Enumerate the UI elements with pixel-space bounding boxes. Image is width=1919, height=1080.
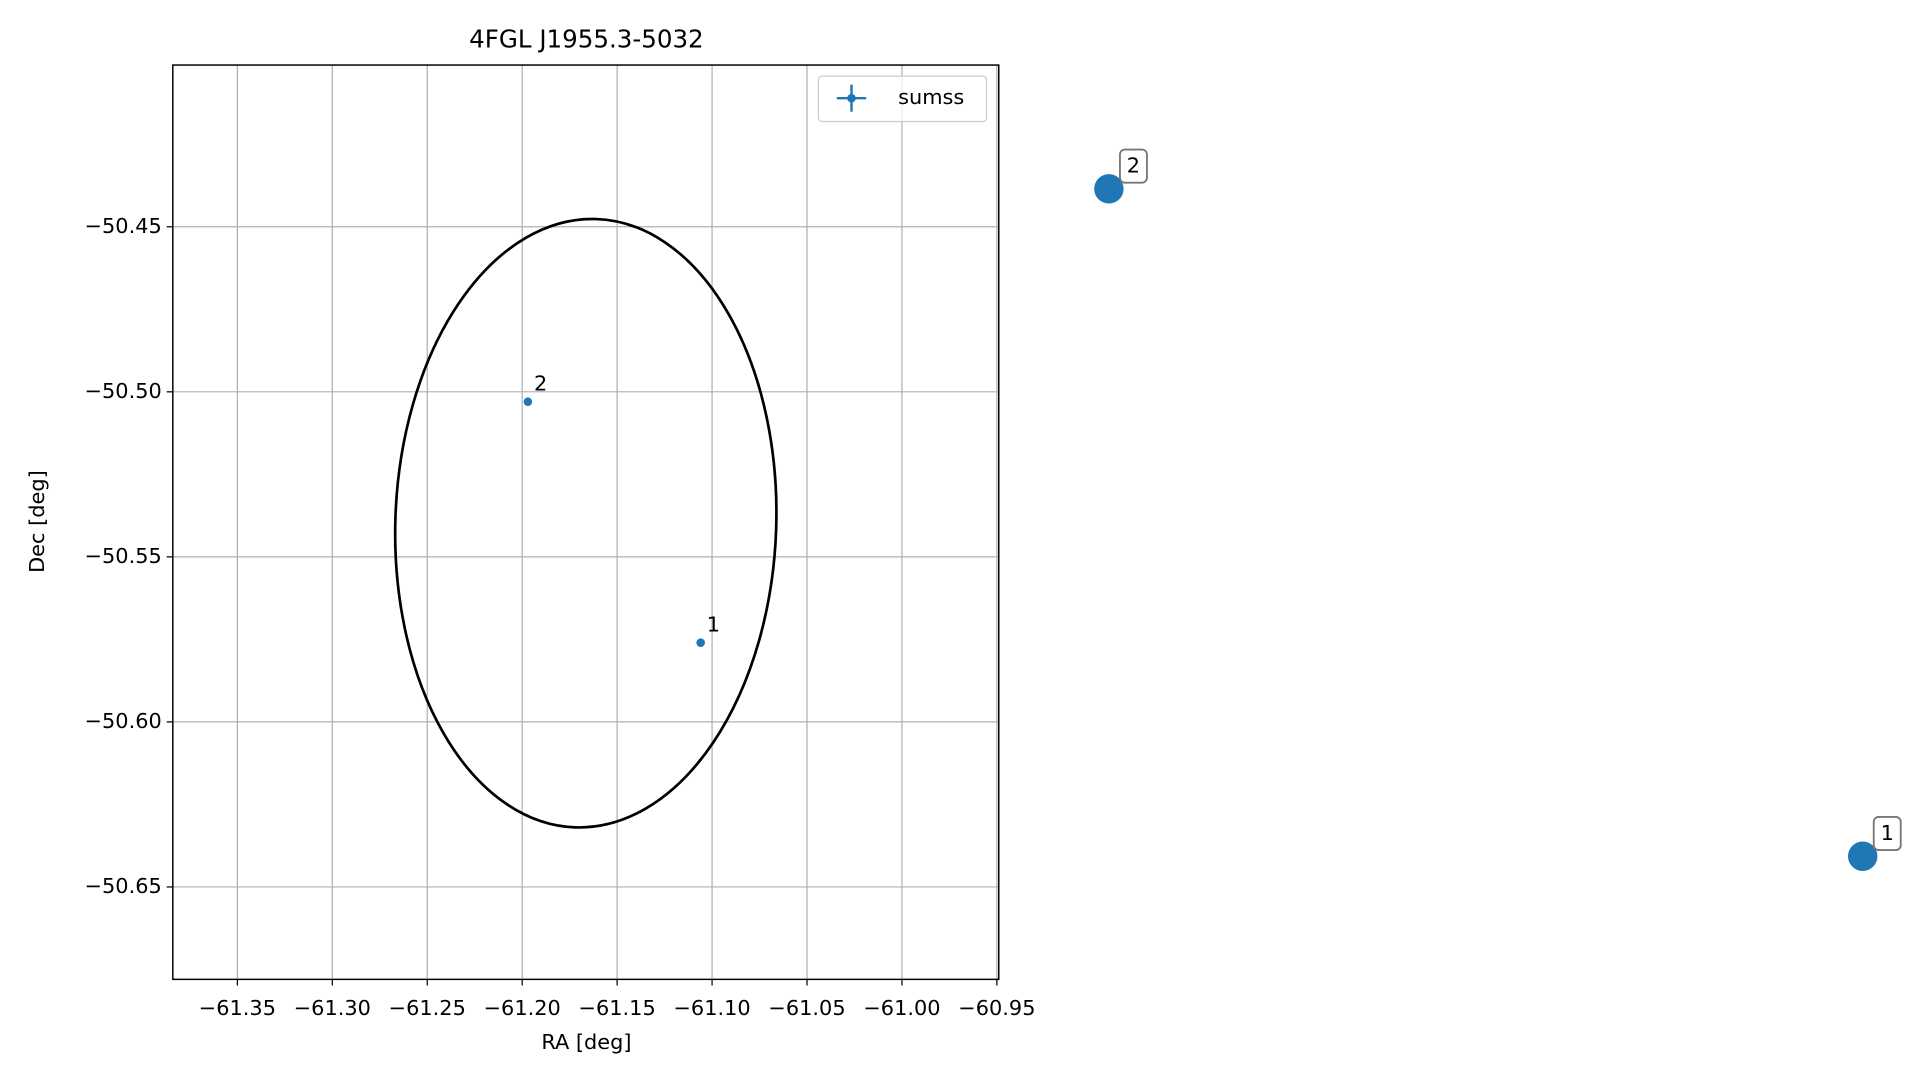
x-tick-label: −61.15 [579,996,656,1020]
x-tick-label: −61.10 [673,996,750,1020]
y-tick-label: −50.55 [85,544,162,568]
highlight-point [1847,841,1878,871]
x-tick-label: −60.95 [958,996,1035,1020]
plot-frame [172,64,1000,981]
y-tick-label: −50.65 [85,874,162,898]
x-tick-label: −61.05 [768,996,845,1020]
error-ellipse [393,217,778,829]
x-tick-label: −61.35 [199,996,276,1020]
point-label: 2 [534,372,547,396]
annotation-label: 1 [1881,821,1894,845]
point [696,638,705,647]
annotation-box [1119,148,1148,184]
legend-label: sumss [898,85,964,109]
annotation-label: 2 [1127,154,1140,178]
y-tick-label: −50.50 [85,379,162,403]
x-axis-label: RA [deg] [541,1030,631,1054]
annotation-box [1872,816,1902,852]
y-tick-label: −50.45 [85,214,162,238]
legend-marker [847,93,856,103]
x-tick-label: −61.00 [863,996,940,1020]
y-tick-label: −50.60 [85,709,162,733]
highlight-point [1094,174,1124,204]
y-axis-label: Dec [deg] [25,470,49,573]
point-label: 1 [707,613,720,637]
x-tick-label: −61.25 [389,996,466,1020]
x-tick-label: −61.20 [484,996,561,1020]
x-tick-label: −61.30 [294,996,371,1020]
legend-box [817,75,988,123]
point [523,397,533,407]
chart-title: 4FGL J1955.3-5032 [469,25,704,54]
legend: sumss [817,75,988,123]
